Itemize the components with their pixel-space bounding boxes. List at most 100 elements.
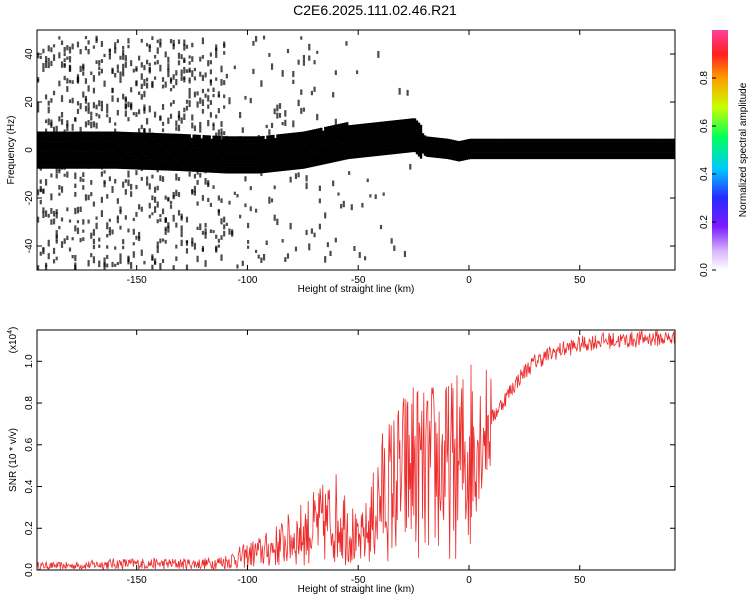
- heatmap-cell: [611, 152, 614, 156]
- heatmap-cell: [481, 145, 485, 150]
- heatmap-noise-cell: [151, 264, 154, 270]
- heatmap-cell: [314, 129, 317, 133]
- heatmap-cell: [607, 142, 610, 146]
- heatmap-cell: [471, 138, 475, 143]
- heatmap-cell: [126, 145, 130, 149]
- heatmap-cell: [589, 138, 592, 143]
- heatmap-cell: [44, 151, 48, 156]
- heatmap-noise-cell: [167, 71, 170, 78]
- heatmap-cell: [104, 165, 108, 169]
- heatmap-cell: [328, 136, 331, 140]
- heatmap-cell: [230, 146, 233, 150]
- heatmap-cell: [290, 132, 293, 137]
- heatmap-cell: [435, 147, 439, 152]
- heatmap-noise-cell: [100, 210, 103, 218]
- heatmap-cell: [515, 152, 518, 156]
- heatmap-cell: [467, 149, 471, 153]
- heatmap-noise-cell: [361, 202, 364, 208]
- heatmap-noise-cell: [111, 186, 114, 193]
- heatmap-cell: [148, 132, 152, 137]
- heatmap-cell: [451, 153, 455, 157]
- heatmap-cell: [240, 136, 243, 140]
- heatmap-cell: [527, 148, 530, 153]
- heatmap-cell: [427, 136, 431, 141]
- heatmap-cell: [413, 125, 417, 129]
- snr-ytick-label: 0.2: [24, 521, 35, 535]
- heatmap-cell: [631, 142, 634, 146]
- heatmap-noise-cell: [127, 101, 130, 108]
- heatmap-cell: [264, 149, 267, 153]
- heatmap-noise-cell: [188, 100, 191, 108]
- heatmap-cell: [609, 138, 612, 143]
- heatmap-cell: [38, 138, 42, 142]
- heatmap-cell: [204, 148, 207, 153]
- heatmap-cell: [543, 155, 546, 160]
- heatmap-noise-cell: [98, 114, 101, 119]
- heatmap-cell: [168, 153, 171, 158]
- snr-xlabel: Height of straight line (km): [298, 584, 415, 595]
- heatmap-cell: [46, 141, 50, 146]
- heatmap-cell: [405, 149, 409, 153]
- heatmap-noise-cell: [188, 80, 191, 84]
- heatmap-noise-cell: [90, 115, 93, 121]
- heatmap-noise-cell: [71, 123, 74, 131]
- heatmap-cell: [184, 154, 187, 158]
- heatmap-noise-cell: [215, 246, 218, 253]
- heatmap-cell: [218, 166, 221, 170]
- heatmap-cell: [653, 155, 656, 160]
- heatmap-cell: [553, 145, 556, 150]
- heatmap-noise-cell: [106, 103, 109, 108]
- heatmap-noise-cell: [220, 198, 223, 203]
- heatmap-noise-cell: [71, 80, 74, 84]
- heatmap-cell: [244, 146, 247, 150]
- heatmap-noise-cell: [116, 97, 119, 103]
- heatmap-cell: [401, 129, 405, 134]
- heatmap-noise-cell: [300, 36, 303, 40]
- heatmap-cell: [304, 158, 307, 162]
- heatmap-cell: [312, 136, 315, 140]
- heatmap-cell: [375, 132, 379, 136]
- heatmap-cell: [268, 165, 271, 170]
- heatmap-cell: [62, 131, 66, 136]
- heatmap-cell: [377, 138, 381, 143]
- heatmap-cell: [443, 138, 447, 142]
- heatmap-noise-cell: [145, 176, 149, 181]
- heatmap-cell: [106, 148, 110, 152]
- heatmap-cell: [168, 133, 171, 138]
- heatmap-cell: [66, 148, 70, 152]
- heatmap-cell: [348, 128, 351, 133]
- heatmap-cell: [210, 145, 213, 150]
- heatmap-cell: [254, 136, 257, 140]
- heatmap-cell: [419, 131, 423, 136]
- heatmap-cell: [82, 134, 86, 139]
- heatmap-cell: [537, 152, 540, 156]
- heatmap-cell: [136, 152, 140, 157]
- heatmap-noise-cell: [281, 239, 284, 243]
- heatmap-cell: [116, 141, 120, 146]
- heatmap-cell: [419, 138, 423, 142]
- heatmap-cell: [37, 151, 40, 156]
- heatmap-cell: [497, 138, 500, 143]
- heatmap-cell: [379, 121, 383, 126]
- heatmap-cell: [515, 138, 518, 143]
- heatmap-cell: [100, 144, 104, 149]
- heatmap-cell: [441, 138, 445, 142]
- heatmap-cell: [208, 135, 211, 140]
- heatmap-cell: [489, 152, 492, 156]
- heatmap-cell: [184, 167, 187, 172]
- heatmap-cell: [276, 157, 279, 162]
- heatmap-cell: [96, 161, 100, 166]
- heatmap-cell: [232, 146, 235, 150]
- heatmap-cell: [647, 142, 650, 146]
- heatmap-cell: [282, 147, 285, 151]
- heatmap-cell: [84, 131, 88, 136]
- heatmap-cell: [397, 139, 401, 144]
- heatmap-cell: [549, 148, 552, 153]
- heatmap-noise-cell: [201, 195, 205, 201]
- heatmap-cell: [298, 148, 301, 153]
- heatmap-cell: [128, 135, 132, 139]
- heatmap-cell: [575, 148, 578, 153]
- heatmap-cell: [218, 142, 221, 147]
- heatmap-cell: [110, 131, 114, 136]
- heatmap-cell: [284, 157, 287, 161]
